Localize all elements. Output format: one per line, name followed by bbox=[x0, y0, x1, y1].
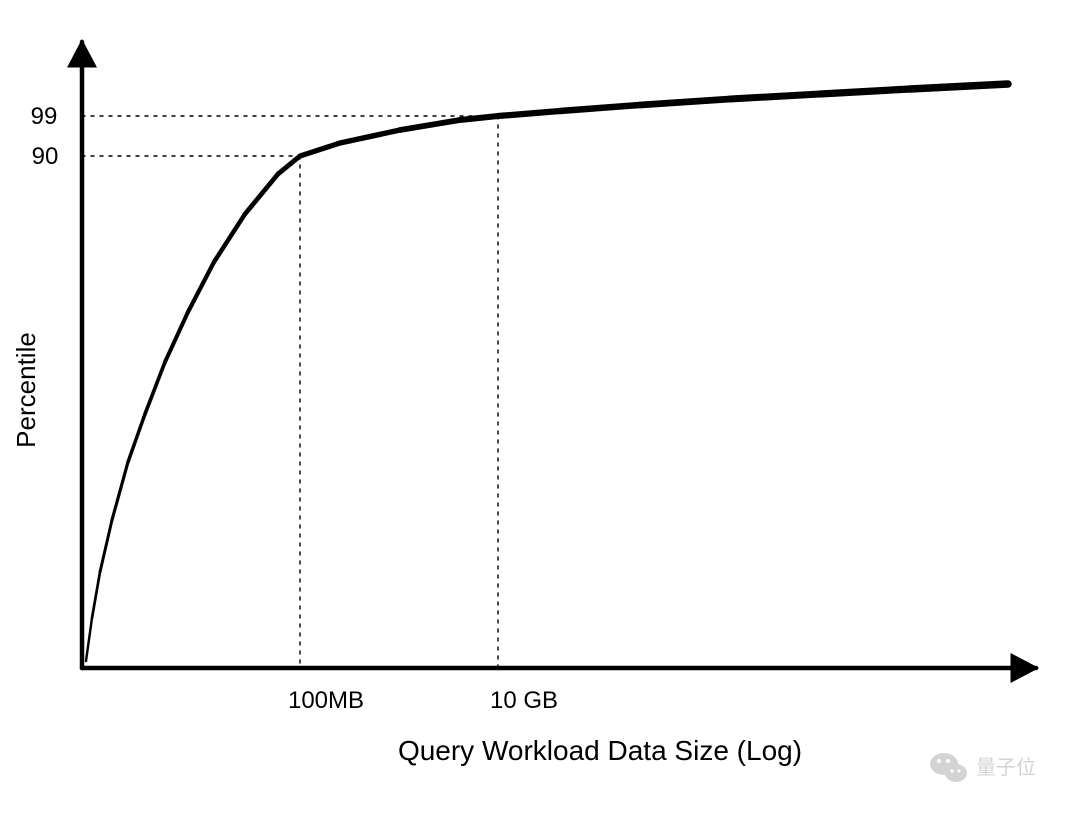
curve-segment bbox=[112, 462, 128, 520]
curve-segment bbox=[730, 94, 820, 99]
curve-segment bbox=[498, 111, 560, 116]
x-axis-arrow bbox=[1011, 653, 1040, 683]
y-tick-label: 99 bbox=[31, 103, 58, 130]
curve-segment bbox=[92, 572, 100, 618]
curve-segment bbox=[128, 414, 145, 462]
x-tick-label: 10 GB bbox=[490, 687, 558, 714]
curve-segment bbox=[300, 143, 340, 156]
curve-segment bbox=[145, 362, 165, 414]
curve-segment bbox=[910, 84, 1008, 89]
x-tick-label: 100MB bbox=[288, 687, 364, 714]
y-axis-arrow bbox=[67, 39, 97, 68]
curve-segment bbox=[560, 105, 640, 111]
curve-segment bbox=[86, 618, 92, 661]
curve-segment bbox=[640, 99, 730, 105]
x-axis bbox=[82, 668, 1036, 669]
curve-segment bbox=[400, 120, 460, 130]
curve-segment bbox=[100, 520, 112, 572]
y-tick-label: 90 bbox=[32, 143, 59, 170]
curve-segment bbox=[820, 89, 910, 94]
curve-segment bbox=[245, 174, 278, 214]
watermark: 量子位 bbox=[930, 753, 1036, 782]
watermark-text: 量子位 bbox=[976, 756, 1036, 779]
y-axis bbox=[82, 42, 83, 668]
percentile-curve-chart: 90 99 100MB 10 GB Percentile Query Workload D… bbox=[0, 0, 1080, 813]
y-axis-label: Percentile bbox=[11, 332, 41, 448]
curve-segment bbox=[165, 312, 188, 362]
x-axis-label: Query Workload Data Size (Log) bbox=[398, 735, 802, 766]
curve-segment bbox=[278, 156, 300, 174]
curve-segment bbox=[460, 116, 498, 120]
curve-segment bbox=[214, 214, 245, 262]
curve-segment bbox=[340, 130, 400, 143]
curve-segment bbox=[188, 262, 214, 312]
